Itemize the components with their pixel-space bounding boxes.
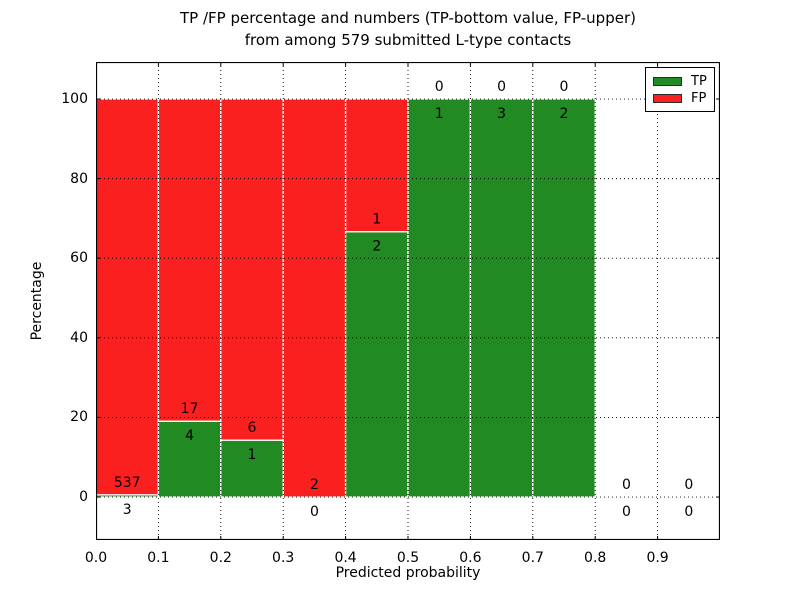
bar-count-label-tp: 1	[435, 106, 444, 122]
bar-tp-segment	[344, 231, 409, 498]
legend-row: FP	[653, 91, 707, 106]
bar-count-label-tp: 4	[185, 428, 194, 444]
bar-count-label-fp: 1	[372, 212, 381, 228]
x-tick-label: 0.8	[584, 550, 607, 566]
legend-row: TP	[653, 74, 707, 89]
bar-tp-segment	[157, 420, 222, 498]
x-tick-label: 0.2	[209, 550, 232, 566]
y-tick-label: 100	[61, 91, 88, 107]
x-tick-label: 0.7	[521, 550, 544, 566]
x-tick-label: 0.0	[84, 550, 108, 566]
y-tick-label: 80	[70, 170, 88, 187]
bar-count-label-fp: 0	[497, 79, 506, 95]
y-tick-label: 60	[70, 250, 88, 267]
plot-border	[96, 62, 720, 540]
x-tick-label: 0.6	[459, 550, 482, 566]
x-tick-label: 0.5	[396, 550, 420, 566]
bar-tp-segment	[532, 98, 596, 498]
bar-fp-segment	[157, 98, 222, 422]
bar-count-label-fp: 17	[181, 401, 199, 417]
y-tick-label: 40	[70, 329, 88, 346]
bar-fp-segment	[96, 98, 160, 496]
chart-title-line1: TP /FP percentage and numbers (TP-bottom…	[180, 9, 636, 27]
legend-swatch-fp	[653, 94, 682, 103]
bar-tp-segment	[407, 98, 472, 498]
x-tick-label: 0.1	[147, 550, 170, 566]
bar-count-label-fp: 0	[435, 79, 444, 95]
bar-count-label-tp: 2	[560, 106, 569, 122]
bar-count-label-tp: 3	[123, 502, 132, 518]
bar-tp-segment	[469, 98, 534, 498]
legend-swatch-tp	[653, 77, 682, 86]
bar-count-label-fp: 0	[622, 477, 631, 493]
bar-count-label-fp: 0	[684, 477, 693, 493]
y-tick-label: 0	[79, 489, 88, 506]
bar-count-label-fp: 537	[114, 475, 141, 491]
x-tick-label: 0.3	[272, 550, 295, 566]
x-axis-label: Predicted probability	[335, 565, 481, 581]
chart-title-line2: from among 579 submitted L-type contacts	[244, 31, 572, 49]
bar-fp-segment	[220, 98, 284, 441]
legend: TP FP	[645, 67, 715, 112]
plot-area: 537 3 17 4 6 1 2 0 1 2 0 1 0 3 0 2 0 0 0 0	[96, 62, 720, 540]
bar-count-label-tp: 1	[248, 447, 257, 463]
bar-count-label-tp: 0	[684, 504, 693, 520]
plot-canvas: 537 3 17 4 6 1 2 0 1 2 0 1 0 3 0 2 0 0 0 0	[96, 62, 720, 540]
chart-title: TP /FP percentage and numbers (TP-bottom…	[96, 7, 720, 51]
legend-label: TP	[691, 74, 707, 89]
x-tick-label: 0.4	[334, 550, 357, 566]
bar-count-label-fp: 0	[560, 79, 569, 95]
bar-count-label-fp: 6	[248, 420, 257, 436]
bar-count-label-tp: 0	[622, 504, 631, 520]
x-tick-label: 0.9	[646, 550, 669, 566]
bar-count-label-tp: 0	[310, 504, 319, 520]
y-tick-label: 20	[70, 409, 88, 426]
legend-label: FP	[691, 91, 707, 106]
bar-fp-segment	[282, 98, 347, 498]
bar-fp-segment	[344, 98, 409, 233]
bar-count-label-tp: 3	[497, 106, 506, 122]
bar-count-label-tp: 2	[372, 239, 381, 255]
bar-count-label-fp: 2	[310, 477, 319, 493]
